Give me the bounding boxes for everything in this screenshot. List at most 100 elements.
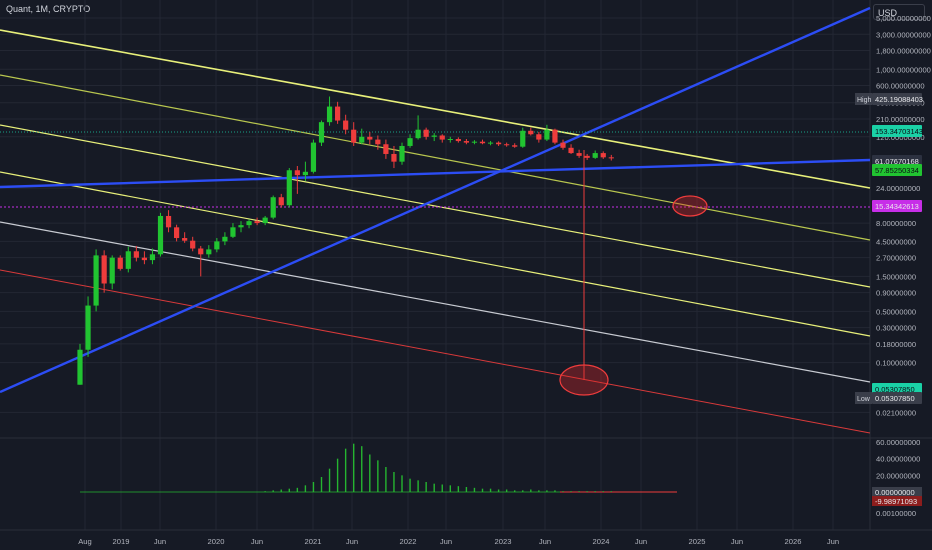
price-tick-label: 1,800.00000000 <box>876 47 931 56</box>
volume-marker <box>872 487 922 497</box>
candle-body <box>343 120 349 130</box>
time-tick-label: 2020 <box>208 537 225 546</box>
currency-selector[interactable]: USD <box>873 4 925 20</box>
target-zone-low <box>559 364 609 396</box>
candle-body <box>520 130 526 147</box>
candle-body <box>141 257 147 261</box>
volume-marker-label: -9.98971093 <box>875 497 917 506</box>
price-tick-label: 4.50000000 <box>876 237 916 246</box>
price-tick-label: 0.10000000 <box>876 359 916 368</box>
annotations <box>559 150 708 396</box>
price-marker-label: 61.07670168 <box>875 157 919 166</box>
candle-body <box>294 170 300 176</box>
candle-body <box>375 139 381 145</box>
price-marker <box>872 164 922 176</box>
candle-body <box>93 255 99 306</box>
channel-mid-line <box>0 74 871 241</box>
time-tick-label: Jun <box>154 537 166 546</box>
price-marker-tag-label: Low <box>857 396 871 403</box>
candle-body <box>149 254 156 261</box>
candle-body <box>584 155 590 158</box>
candle-body <box>326 106 333 123</box>
candle-body <box>455 139 461 142</box>
candle-body <box>230 227 236 237</box>
candle-body <box>391 153 397 162</box>
candle-body <box>552 129 558 143</box>
candle-body <box>310 142 317 172</box>
time-axis: Aug 2019 Jun 2020 Jun 2021 Jun 2022 Jun 2023 Jun 20… <box>78 537 839 546</box>
candle-body <box>528 130 534 135</box>
price-tick-label: 120.00000000 <box>876 133 925 142</box>
price-axis: 5,000.00000000 3,000.00000000 1,800.000000… <box>855 14 931 518</box>
channel-upper-line <box>0 29 871 189</box>
candle-body <box>447 139 453 141</box>
price-tick-label: 600.00000000 <box>876 82 925 91</box>
price-marker-tag-label: High <box>857 97 872 104</box>
candle-body <box>77 349 83 385</box>
time-tick-label: Jun <box>827 537 839 546</box>
price-marker-label: 0.05307850 <box>875 385 915 394</box>
candle-body <box>335 106 341 121</box>
channel-lines <box>0 6 871 434</box>
candle-body <box>431 135 437 137</box>
candle-body <box>206 249 212 255</box>
price-marker <box>872 125 922 137</box>
candle-body <box>133 251 139 258</box>
volume-marker <box>872 496 922 506</box>
candle-body <box>125 251 131 269</box>
candle-body <box>359 136 365 143</box>
price-marker-label: 153.34703143 <box>875 127 923 136</box>
price-tick-label: 0.18000000 <box>876 340 916 349</box>
candle-body <box>254 221 260 224</box>
candle-body <box>536 134 542 140</box>
grid <box>0 0 932 531</box>
price-marker-tag <box>855 392 872 404</box>
time-tick-label: Jun <box>731 537 743 546</box>
candle-body <box>174 227 180 239</box>
time-tick-label: 2024 <box>593 537 610 546</box>
time-tick-label: 2023 <box>495 537 512 546</box>
price-tick-label: 1.50000000 <box>876 272 916 281</box>
candle-body <box>471 141 478 143</box>
candle-body <box>415 129 421 139</box>
candle-body <box>101 255 107 284</box>
candle-body <box>165 215 172 228</box>
candle-body <box>351 129 357 143</box>
price-marker <box>872 392 922 404</box>
price-marker-label: 0.05307850 <box>875 394 915 403</box>
candle-body <box>214 241 220 250</box>
time-tick-label: Aug <box>78 537 92 546</box>
price-tick-label: 2.70000000 <box>876 254 916 263</box>
volume-tick-label: 40.00000000 <box>876 455 920 464</box>
time-tick-label: 2021 <box>305 537 322 546</box>
time-tick-label: 2025 <box>689 537 706 546</box>
price-tick-label: 3,000.00000000 <box>876 30 931 39</box>
candle-body <box>512 145 518 147</box>
price-tick-label: 210.00000000 <box>876 115 925 124</box>
trend-line-horizontal <box>0 158 871 189</box>
channel-line-4 <box>0 171 871 337</box>
candle-body <box>286 170 292 206</box>
candle-body <box>576 153 582 156</box>
candle-body <box>190 240 196 249</box>
candle-body <box>246 221 252 226</box>
candle-body <box>117 257 123 269</box>
time-tick-label: 2026 <box>785 537 802 546</box>
time-tick-label: Jun <box>346 537 358 546</box>
candle-body <box>600 153 606 158</box>
candle-body <box>504 144 510 146</box>
time-tick-label: Jun <box>251 537 263 546</box>
candle-body <box>423 129 429 137</box>
volume-marker-label: 0.00000000 <box>875 488 915 497</box>
candle-body <box>367 136 373 140</box>
time-tick-label: 2019 <box>113 537 130 546</box>
time-tick-label: Jun <box>539 537 551 546</box>
price-tick-label: 1,000.00000000 <box>876 65 931 74</box>
candle-body <box>544 129 550 140</box>
candle-body <box>157 215 164 255</box>
volume-tick-label: 0.00100000 <box>876 509 916 518</box>
volume-tick-label: 20.00000000 <box>876 471 920 480</box>
price-tick-label: 5,000.00000000 <box>876 14 931 23</box>
price-tick-label: 24.00000000 <box>876 184 920 193</box>
